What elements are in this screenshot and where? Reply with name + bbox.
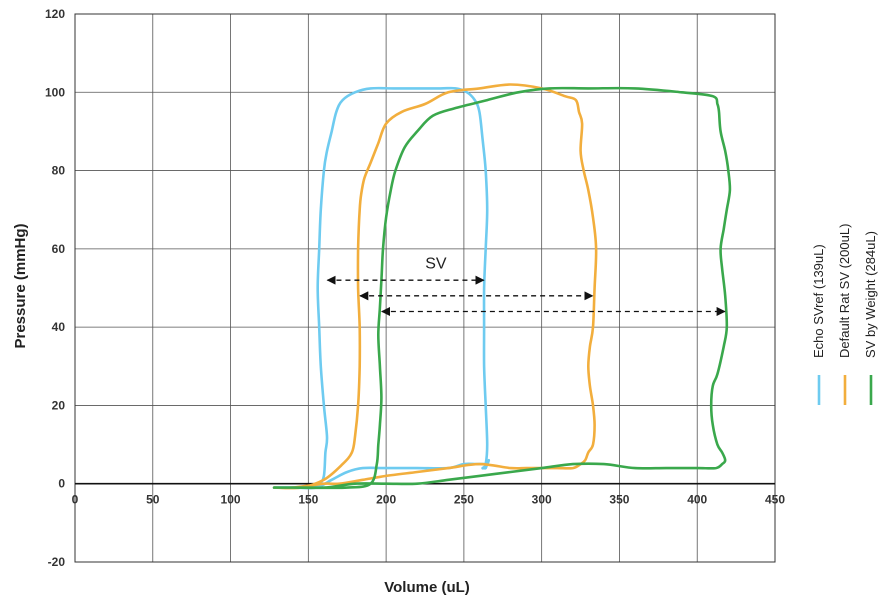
y-axis-title: Pressure (mmHg): [12, 223, 29, 348]
sv-arrows: [326, 275, 726, 317]
x-tick-label: 0: [72, 493, 79, 507]
y-tick-label: 0: [58, 477, 65, 491]
y-tick-label: 80: [52, 164, 66, 178]
grid-lines: [74, 13, 776, 563]
x-tick-label: 50: [146, 493, 160, 507]
series-line-3: [272, 86, 732, 490]
legend: Echo SVref (139uL) Default Rat SV (200uL)…: [811, 224, 878, 405]
legend-label-2: Default Rat SV (200uL): [837, 224, 852, 358]
y-tick-label: 40: [52, 320, 66, 334]
x-tick-label: 200: [376, 493, 396, 507]
series-lines: [272, 83, 732, 490]
x-axis-title: Volume (uL): [384, 579, 470, 596]
y-tick-label: 120: [45, 7, 65, 21]
x-tick-label: 150: [298, 493, 318, 507]
legend-label-1: Echo SVref (139uL): [811, 244, 826, 358]
y-tick-labels: -20 0 20 40 60 80 100 120: [45, 7, 65, 569]
x-tick-label: 300: [532, 493, 552, 507]
plot-frame: [74, 13, 776, 563]
legend-label-3: SV by Weight (284uL): [863, 231, 878, 358]
y-tick-label: 60: [52, 242, 66, 256]
x-tick-labels: 0 50 100 150 200 250 300 350 400 450: [72, 493, 786, 507]
x-tick-label: 400: [687, 493, 707, 507]
y-tick-label: 100: [45, 85, 65, 99]
x-tick-label: 450: [765, 493, 785, 507]
axes: [74, 13, 776, 563]
y-tick-label: 20: [52, 398, 66, 412]
sv-annotation: SV: [425, 255, 447, 272]
series-line-1: [272, 86, 491, 490]
x-tick-label: 100: [221, 493, 241, 507]
y-tick-label: -20: [48, 555, 66, 569]
series-line-2: [272, 83, 598, 490]
x-tick-label: 350: [609, 493, 629, 507]
x-tick-label: 250: [454, 493, 474, 507]
